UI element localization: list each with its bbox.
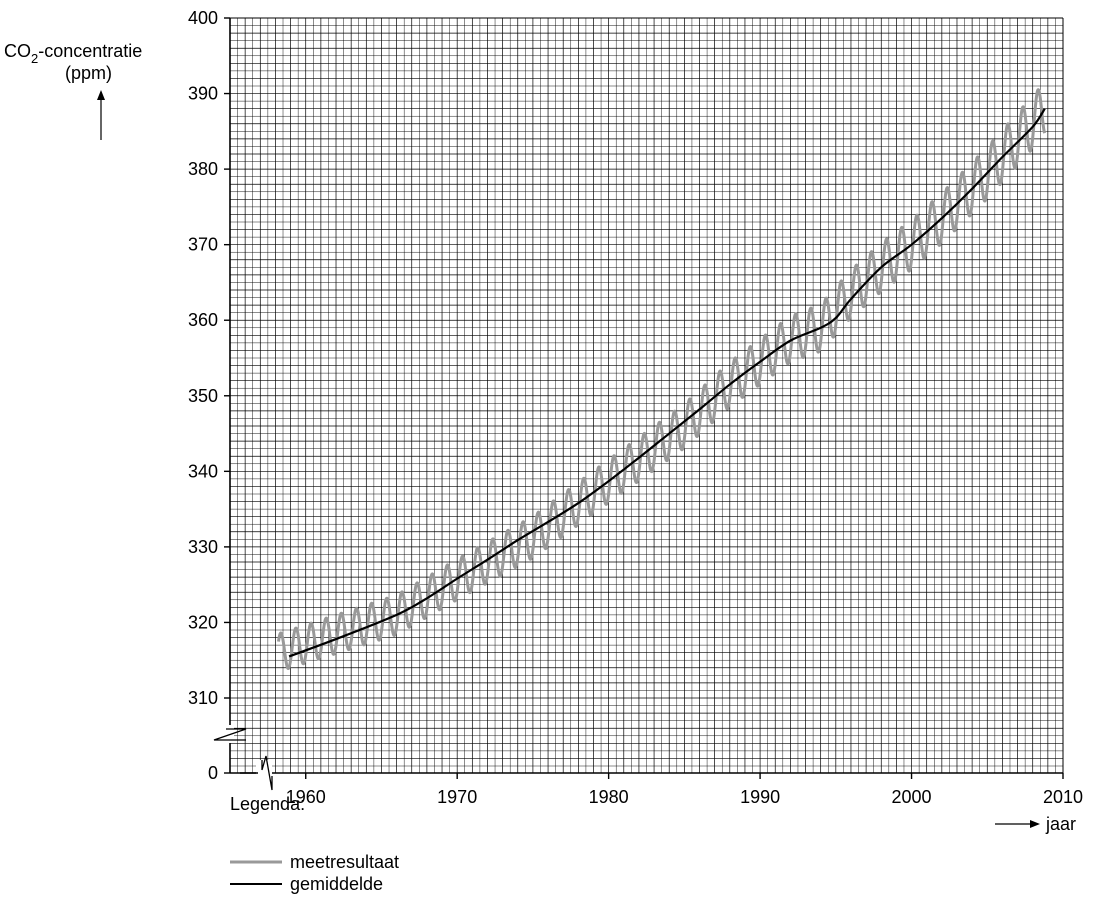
y-tick-label: 310 (188, 688, 218, 708)
y-axis-arrow-icon (97, 90, 105, 140)
x-tick-label: 1990 (740, 787, 780, 807)
y-tick-label: 390 (188, 84, 218, 104)
grid (229, 17, 1064, 773)
y-tick-label: 400 (188, 8, 218, 28)
x-axis-label: jaar (1045, 814, 1076, 834)
y-tick-label: 370 (188, 235, 218, 255)
y-label-suffix: -concentratie (38, 41, 142, 61)
y-tick-label: 350 (188, 386, 218, 406)
series-line-meetresultaat (276, 88, 1047, 671)
series-line-gemiddelde (288, 108, 1046, 658)
x-tick-label: 1970 (437, 787, 477, 807)
y-label-prefix: CO (4, 41, 31, 61)
legend: Legenda: meetresultaat gemiddelde (230, 794, 399, 894)
y-axis-break-icon (213, 728, 247, 741)
x-tick-label: 1960 (286, 787, 326, 807)
y-label-subscript: 2 (31, 51, 38, 66)
y-tick-label: 320 (188, 612, 218, 632)
y-tick-label: 340 (188, 461, 218, 481)
series-layer (276, 88, 1047, 671)
x-axis-break-icon (261, 755, 273, 791)
y-axis-unit: (ppm) (65, 63, 112, 83)
axes (213, 17, 1064, 791)
legend-label-measured: meetresultaat (290, 852, 399, 872)
x-axis-arrow-icon (995, 820, 1040, 828)
tick-labels: 1960 1970 1980 1990 2000 2010 0 310 320 330 340 350… (188, 8, 1083, 807)
y-axis-label: CO2-concentratie (4, 41, 142, 66)
y-tick-label: 360 (188, 310, 218, 330)
x-tick-label: 2010 (1043, 787, 1083, 807)
x-tick-label: 2000 (892, 787, 932, 807)
y-tick-label: 0 (208, 763, 218, 783)
x-tick-label: 1980 (589, 787, 629, 807)
y-tick-label: 380 (188, 159, 218, 179)
y-tick-label: 330 (188, 537, 218, 557)
legend-label-average: gemiddelde (290, 874, 383, 894)
legend-title: Legenda: (230, 794, 305, 814)
